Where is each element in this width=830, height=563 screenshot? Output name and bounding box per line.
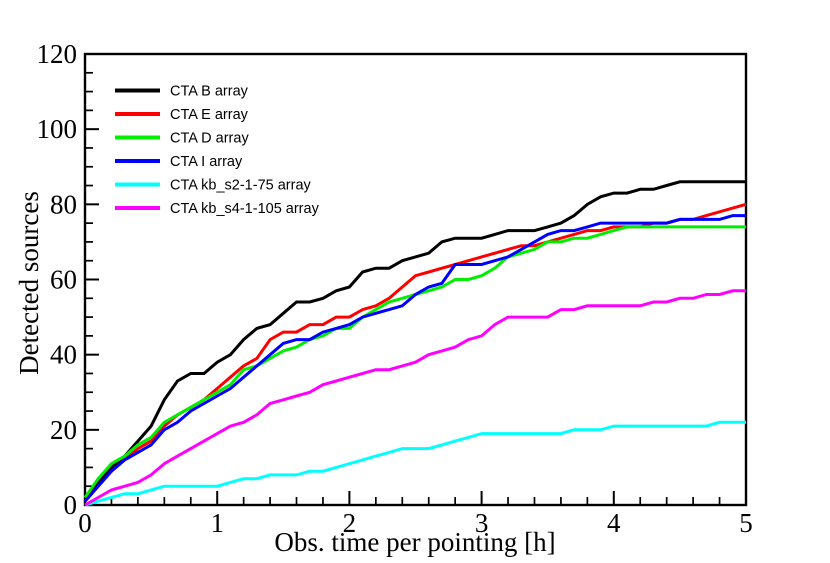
y-tick-label: 60 [50, 265, 77, 295]
y-tick-label: 100 [37, 114, 78, 144]
axis-tick-labels: 0 1 2 3 4 5 0 20 40 60 80 100 120 [37, 39, 753, 538]
x-tick-label: 2 [343, 508, 357, 538]
legend-item-cta-b-array: CTA B array [115, 84, 249, 100]
legend-item-cta-e-array: CTA E array [115, 107, 249, 123]
y-tick-label: 20 [50, 415, 77, 445]
y-tick-label: 40 [50, 340, 77, 370]
legend-item-cta-kb-s2-1-75-array: CTA kb_s2-1-75 array [115, 178, 312, 194]
y-tick-label: 80 [50, 189, 77, 219]
legend-label: CTA E array [170, 107, 249, 123]
legend: CTA B array CTA E array CTA D array CTA I a… [115, 84, 320, 217]
series-line-cta-b-array [83, 180, 746, 503]
x-tick-label: 5 [739, 508, 753, 538]
series-line-cta-e-array [83, 202, 747, 503]
legend-item-cta-i-array: CTA I array [115, 154, 243, 170]
x-tick-label: 0 [78, 508, 92, 538]
series-line-cta-i-array [83, 214, 746, 503]
legend-label: CTA I array [170, 154, 243, 170]
y-axis-title: Detected sources [14, 191, 44, 375]
legend-item-cta-kb-s4-1-105-array: CTA kb_s4-1-105 array [115, 201, 320, 217]
y-tick-label: 120 [37, 39, 78, 69]
axis-ticks [84, 53, 747, 506]
x-tick-label: 1 [210, 508, 224, 538]
legend-item-cta-d-array: CTA D array [115, 131, 249, 147]
data-series [83, 180, 747, 507]
legend-label: CTA kb_s2-1-75 array [170, 178, 312, 194]
x-tick-label: 4 [607, 508, 621, 538]
legend-label: CTA kb_s4-1-105 array [170, 201, 320, 217]
legend-label: CTA D array [170, 131, 249, 147]
legend-label: CTA B array [170, 84, 249, 100]
series-line-cta-kb-s4-1-105-array [84, 289, 746, 507]
series-line-cta-kb-s2-1-75-array [84, 420, 746, 507]
x-axis-title: Obs. time per pointing [h] [274, 527, 555, 557]
x-tick-label: 3 [475, 508, 489, 538]
y-tick-label: 0 [64, 490, 78, 520]
